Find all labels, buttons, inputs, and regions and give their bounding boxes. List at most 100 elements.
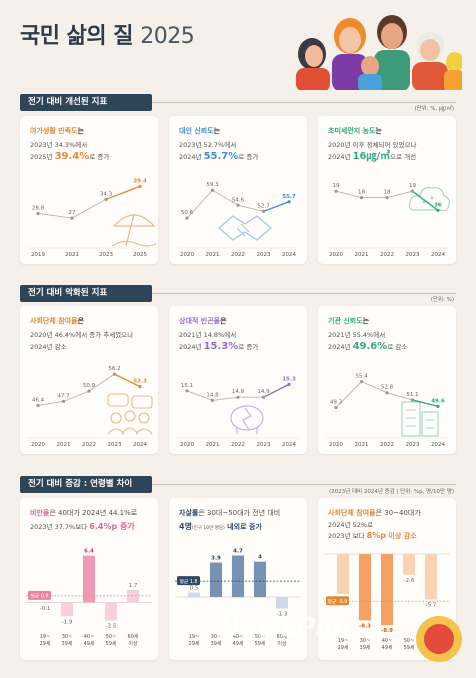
card-heading-key: 대인 신뢰도 xyxy=(179,127,214,135)
data-point xyxy=(210,398,215,402)
data-point xyxy=(436,404,440,408)
data-label: 6.4 xyxy=(84,549,94,555)
tick-label: 2023 xyxy=(406,442,420,448)
tick-label: 49세 xyxy=(84,640,95,647)
bar xyxy=(82,555,96,603)
card-heading: 기관 신뢰도는 xyxy=(328,316,369,326)
data-label: 3.9 xyxy=(211,556,221,562)
card-desc-2: 2024년 49.6%로 감소 xyxy=(328,342,407,352)
card-heading: 초미세먼지 농도는 xyxy=(328,126,382,136)
tick-label: 2025 xyxy=(133,252,147,258)
tick-label: 49세 xyxy=(233,640,244,647)
tick-label: 이상 xyxy=(128,640,138,647)
tick-label: 60세 xyxy=(128,633,139,640)
card-desc-1: 2020년 이후 정체되어 있었으나 xyxy=(328,141,417,149)
tick-label: 39세 xyxy=(211,640,222,647)
card-heading-rest: 는 xyxy=(375,127,382,135)
desc-post: 로 증가 xyxy=(238,153,259,161)
bar xyxy=(424,554,438,600)
data-label: 52.8 xyxy=(381,385,394,391)
card-heading-key: 여가생활 만족도 xyxy=(30,127,78,135)
data-point xyxy=(185,216,189,220)
group-people-icon xyxy=(107,393,153,435)
data-point xyxy=(334,189,338,193)
card-poverty: 상대적 빈곤율은 2021년 14.8%에서 2024년 15.3%로 증가 1… xyxy=(169,306,307,454)
umbrella-icon xyxy=(111,213,157,247)
card-heading-key: 초미세먼지 농도 xyxy=(328,127,376,135)
tick-label: 2021 xyxy=(355,252,369,258)
line-segment xyxy=(37,400,64,406)
data-point xyxy=(410,398,415,402)
tick-label: 29세 xyxy=(40,640,51,647)
data-point xyxy=(138,184,142,188)
section1-rule xyxy=(152,102,456,103)
data-label: 55.4 xyxy=(355,374,368,380)
card-heading: 사회단체 참여율은 30~40대가 xyxy=(328,508,421,518)
desc-value: 55.7% xyxy=(203,151,239,162)
card-desc-1: 2021년 55.4%에서 xyxy=(328,331,386,339)
section3-unit: (2023년 대비 2024년 증감 | 단위: %p, 명/10만 명) xyxy=(329,489,454,495)
data-label: 16 xyxy=(434,202,442,208)
data-label: 50.9 xyxy=(83,383,96,389)
card-desc-1: 2023년 52.7%에서 xyxy=(179,141,237,149)
bar xyxy=(38,602,52,604)
data-label: 14.8 xyxy=(206,392,219,398)
data-label: -0.1 xyxy=(40,606,51,612)
card-heading: 대인 신뢰도는 xyxy=(179,126,220,136)
desc-post: 내외로 증가 xyxy=(224,523,262,531)
tick-label: 2022 xyxy=(231,252,245,258)
data-label: 54.6 xyxy=(232,197,245,203)
desc-pre: 2025년 xyxy=(30,153,55,161)
watermark-logo: NewsPim xyxy=(218,612,351,643)
chart-social-participation: 46.4 47.7 50.9 56.2 52.3 2020 2021 2022 2023 2024 xyxy=(28,366,150,448)
card-heading-rest: 은 40대가 2024년 44.1%로 xyxy=(49,509,138,517)
chart-suicide: 0.5 19~29세 3.9 30~39세 4.7 40~49세 4 50~59세 -1.3 60… xyxy=(175,548,301,647)
data-label: -1.3 xyxy=(277,612,288,618)
tick-label: 30~ xyxy=(360,638,371,644)
tick-label: 2022 xyxy=(380,442,394,448)
data-point xyxy=(410,189,415,193)
desc-value: 6.4%p 증가 xyxy=(89,522,135,531)
line-segment xyxy=(88,373,115,392)
data-point xyxy=(385,391,389,395)
line-segment xyxy=(361,381,388,394)
chart-leisure: 28.8 27 34.3 39.4 2019 2021 2023 2025 xyxy=(28,178,150,258)
data-label: -1.9 xyxy=(62,619,73,625)
people-illustration xyxy=(296,15,462,90)
data-label: 19 xyxy=(409,183,416,189)
card-heading: 비만율은 40대가 2024년 44.1%로 xyxy=(30,508,137,518)
data-point xyxy=(236,203,240,207)
tick-label: 2024 xyxy=(282,442,296,448)
tick-label: 2021 xyxy=(206,252,220,258)
tick-label: 2024 xyxy=(133,442,147,448)
tick-label: 2019 xyxy=(31,252,45,258)
card-desc-1: 2020년 46.4%에서 증가 추세였으나 xyxy=(30,331,134,339)
data-label: -8.9 xyxy=(381,628,393,634)
tick-label: 30~ xyxy=(211,634,222,640)
section1-unit: (단위: %, ㎍/㎥) xyxy=(414,106,454,112)
line-segment xyxy=(186,189,213,219)
card-heading-key: 사회단체 참여율 xyxy=(328,509,376,517)
tick-label: 2024 xyxy=(431,252,445,258)
tick-label: 40~ xyxy=(382,638,393,644)
bar xyxy=(187,592,201,598)
card-desc-1: 2024년 52%로 xyxy=(328,521,374,529)
tick-label: 50~ xyxy=(106,634,117,640)
tick-label: 49세 xyxy=(382,644,393,651)
handshake-icon xyxy=(218,215,272,241)
line-segment xyxy=(412,399,439,408)
tick-label: 2020 xyxy=(180,252,194,258)
data-label: 49.3 xyxy=(330,400,343,406)
data-point xyxy=(185,389,189,393)
line-segment xyxy=(386,392,413,401)
data-point xyxy=(236,395,240,399)
tick-label: 40~ xyxy=(233,634,244,640)
line-segment xyxy=(263,201,290,213)
data-label: 18 xyxy=(384,190,391,196)
desc-pre: 2024년 xyxy=(328,153,353,161)
tick-label: 29세 xyxy=(338,644,349,651)
data-point xyxy=(36,403,40,408)
average-badge xyxy=(28,590,51,600)
card-heading: 여가생활 만족도는 xyxy=(30,126,84,136)
data-label: 47.7 xyxy=(57,393,70,399)
